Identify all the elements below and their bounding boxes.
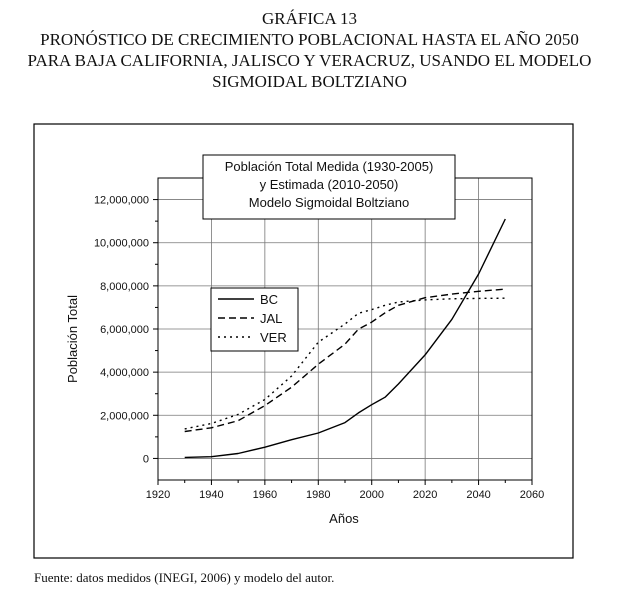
chart-series	[184, 218, 506, 459]
legend: BC JAL VER	[210, 287, 299, 352]
heading-line-2: PARA BAJA CALIFORNIA, JALISCO Y VERACRUZ…	[27, 51, 592, 70]
x-tick-label: 1980	[306, 489, 330, 501]
heading-line-3: SIGMOIDAL BOLTZIANO	[212, 72, 407, 91]
y-axis: 0 2,000,000 4,000,000 6,000,000 8,000,000 10,…	[94, 195, 158, 465]
x-axis: 1920 1940 1960 1980 2000 2020 2040 2060	[146, 480, 544, 501]
source-note: Fuente: datos medidos (INEGI, 2006) y mo…	[34, 570, 335, 585]
title-box-frame	[202, 154, 456, 220]
y-tick-label: 4,000,000	[100, 367, 149, 379]
x-tick-label: 2000	[359, 489, 383, 501]
y-tick-label: 12,000,000	[94, 195, 149, 207]
heading-line-1: PRONÓSTICO DE CRECIMIENTO POBLACIONAL HA…	[40, 30, 579, 49]
legend-label-ver: VER	[260, 330, 287, 345]
x-tick-label: 2060	[520, 489, 544, 501]
x-tick-label: 1920	[146, 489, 170, 501]
y-tick-label: 0	[143, 453, 149, 465]
y-tick-label: 8,000,000	[100, 281, 149, 293]
chart-title-line-1: Población Total Medida (1930-2005)	[225, 159, 434, 174]
chart-heading: GRÁFICA 13 PRONÓSTICO DE CRECIMIENTO POB…	[0, 8, 619, 92]
legend-label-jal: JAL	[260, 311, 282, 326]
series-line-bc	[184, 218, 506, 459]
series-line-ver	[184, 297, 506, 430]
chart-title-line-3: Modelo Sigmoidal Boltziano	[249, 195, 409, 210]
series-line-jal	[184, 288, 506, 433]
y-tick-label: 10,000,000	[94, 238, 149, 250]
x-tick-label: 2040	[466, 489, 490, 501]
heading-label: GRÁFICA 13	[262, 9, 357, 28]
y-tick-label: 2,000,000	[100, 410, 149, 422]
y-axis-label: Población Total	[65, 295, 80, 383]
x-tick-label: 1940	[199, 489, 223, 501]
chart-grid	[158, 178, 532, 480]
legend-label-bc: BC	[260, 292, 278, 307]
x-tick-label: 1960	[253, 489, 277, 501]
y-tick-label: 6,000,000	[100, 324, 149, 336]
outer-frame	[33, 123, 574, 559]
title-box: Población Total Medida (1930-2005) y Est…	[202, 154, 456, 220]
x-axis-label: Años	[329, 511, 359, 526]
chart-title-line-2: y Estimada (2010-2050)	[260, 177, 399, 192]
x-tick-label: 2020	[413, 489, 437, 501]
